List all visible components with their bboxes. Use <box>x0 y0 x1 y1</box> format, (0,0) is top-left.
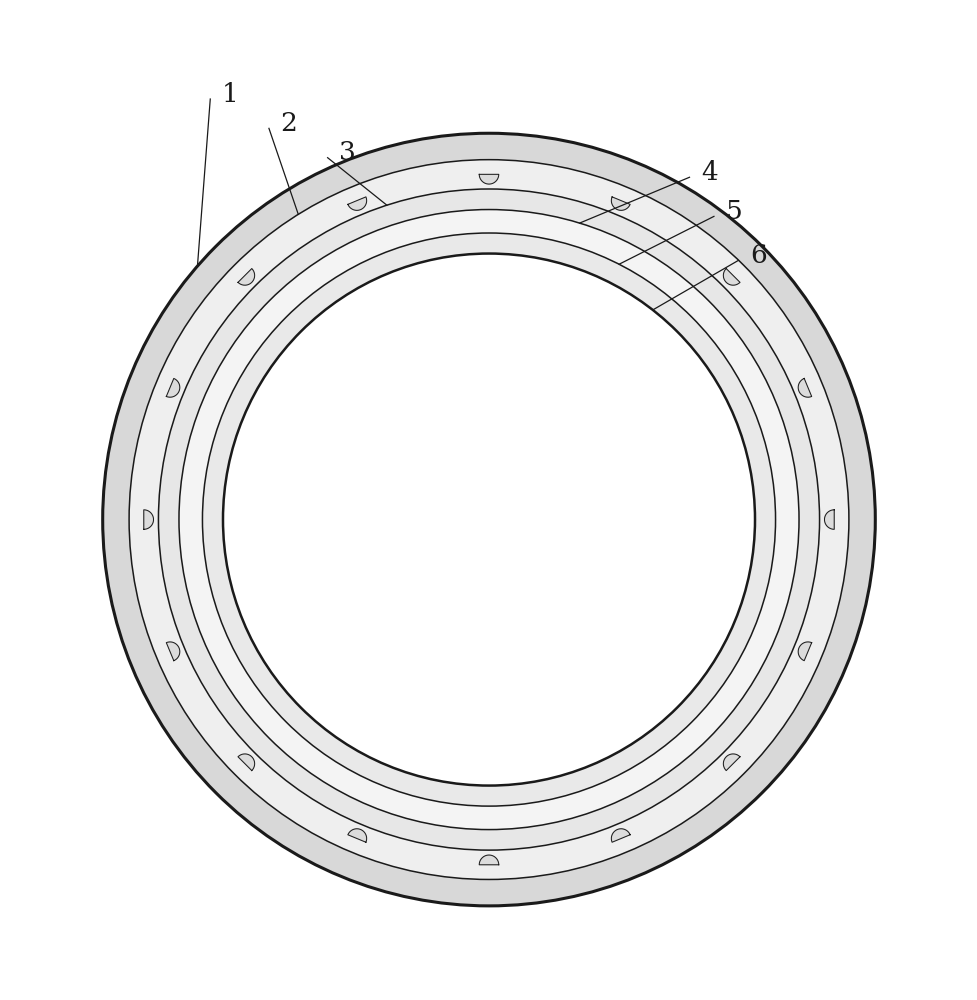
Polygon shape <box>179 210 798 830</box>
Polygon shape <box>797 378 811 397</box>
Polygon shape <box>723 269 740 285</box>
Polygon shape <box>166 642 180 661</box>
Polygon shape <box>166 378 180 397</box>
Text: 3: 3 <box>339 140 356 165</box>
Polygon shape <box>797 642 811 661</box>
Polygon shape <box>237 754 254 771</box>
Polygon shape <box>797 642 811 661</box>
Polygon shape <box>348 829 366 842</box>
Polygon shape <box>479 855 498 865</box>
Polygon shape <box>166 378 180 397</box>
Polygon shape <box>144 510 153 529</box>
Text: 1: 1 <box>222 82 238 107</box>
Text: 6: 6 <box>749 243 766 268</box>
Polygon shape <box>158 189 819 850</box>
Polygon shape <box>237 754 254 771</box>
Polygon shape <box>348 197 366 210</box>
Polygon shape <box>611 197 629 210</box>
Polygon shape <box>611 197 629 210</box>
Polygon shape <box>144 510 153 529</box>
Polygon shape <box>611 829 629 842</box>
Polygon shape <box>479 855 498 865</box>
Polygon shape <box>202 233 775 806</box>
Text: 2: 2 <box>280 111 297 136</box>
Polygon shape <box>824 510 833 529</box>
Polygon shape <box>824 510 833 529</box>
Polygon shape <box>237 269 254 285</box>
Text: 5: 5 <box>725 199 742 224</box>
Polygon shape <box>797 378 811 397</box>
Text: 4: 4 <box>701 160 717 185</box>
Polygon shape <box>723 754 740 771</box>
Polygon shape <box>479 174 498 184</box>
Polygon shape <box>348 829 366 842</box>
Polygon shape <box>611 829 629 842</box>
Polygon shape <box>723 269 740 285</box>
Polygon shape <box>237 269 254 285</box>
Polygon shape <box>166 642 180 661</box>
Polygon shape <box>348 197 366 210</box>
Polygon shape <box>129 160 848 879</box>
Polygon shape <box>103 133 874 906</box>
Polygon shape <box>723 754 740 771</box>
Polygon shape <box>479 174 498 184</box>
